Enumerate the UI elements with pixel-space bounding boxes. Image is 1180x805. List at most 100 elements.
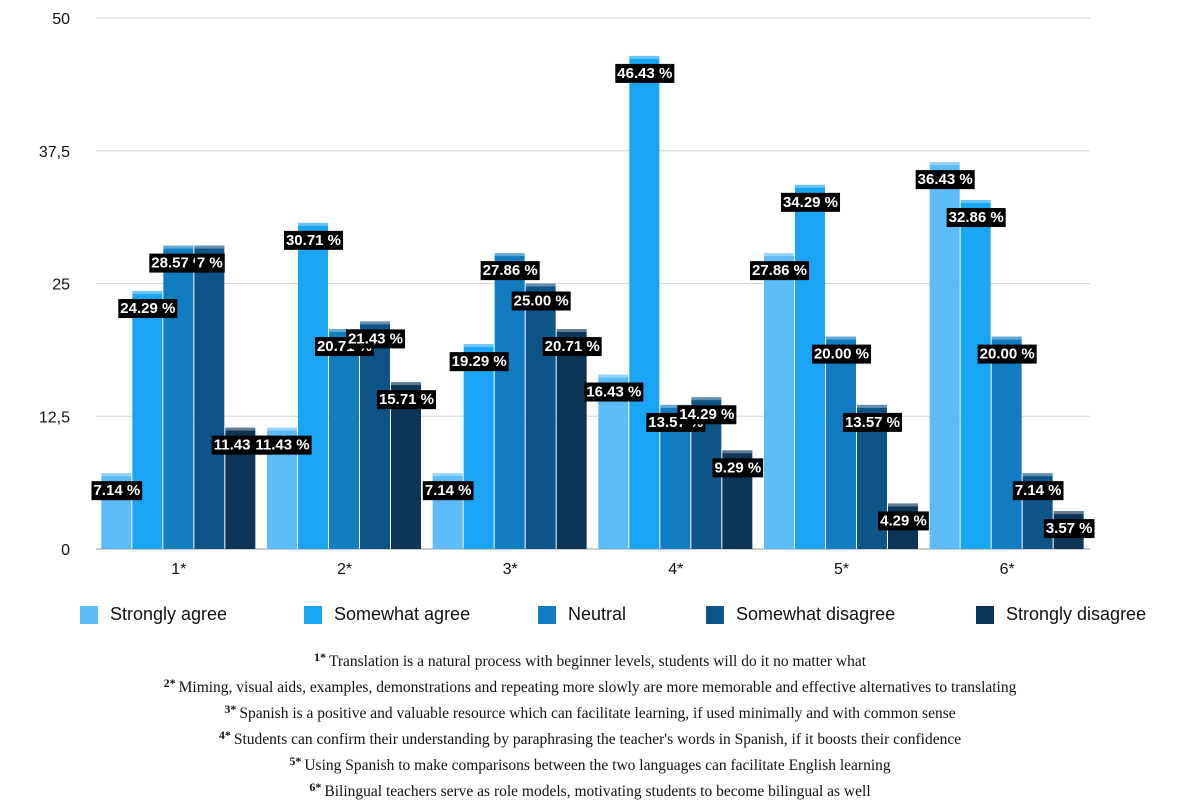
legend-swatch xyxy=(976,605,994,624)
legend-swatch xyxy=(304,605,322,624)
bar xyxy=(991,336,1022,549)
footnote-1: 1* Translation is a natural process with … xyxy=(0,644,1180,670)
data-label: 15.71 % xyxy=(376,390,437,410)
data-label: 11.43 % xyxy=(253,435,312,455)
data-label: 32.86 % xyxy=(946,208,1006,228)
legend-item-somewhat-agree[interactable]: Somewhat agree xyxy=(304,604,470,625)
legend-item-neutral[interactable]: Neutral xyxy=(538,604,626,625)
footnote-mark: 2* xyxy=(163,676,176,690)
svg-text:20.71 %: 20.71 % xyxy=(545,338,600,355)
footnote-mark: 6* xyxy=(309,780,322,794)
footnote-6: 6* Bilingual teachers serve as role model… xyxy=(0,774,1180,800)
svg-text:9.29 %: 9.29 % xyxy=(714,459,761,476)
legend-swatch xyxy=(80,605,98,624)
data-label: 16.43 % xyxy=(584,382,644,402)
bar-highlight xyxy=(1022,473,1053,477)
svg-text:24.29 %: 24.29 % xyxy=(120,300,175,317)
svg-text:21.43 %: 21.43 % xyxy=(348,330,403,347)
data-label: 7 % xyxy=(194,253,225,273)
bar-highlight xyxy=(463,344,494,348)
data-label: 34.29 % xyxy=(780,192,841,212)
svg-text:3.57 %: 3.57 % xyxy=(1046,520,1093,537)
data-label: 13.57 % xyxy=(842,412,903,432)
bar-highlight xyxy=(960,200,991,204)
svg-text:28.57 %: 28.57 % xyxy=(151,255,206,272)
bar xyxy=(194,245,225,549)
bar-highlight xyxy=(329,329,359,333)
x-tick-label: 3* xyxy=(503,561,518,578)
bar xyxy=(598,374,629,549)
data-label: 3.57 % xyxy=(1043,519,1095,539)
bar-highlight xyxy=(929,162,960,166)
footnote-text: Bilingual teachers serve as role models,… xyxy=(324,783,871,800)
bar-highlight xyxy=(991,336,1022,340)
svg-text:7.14 %: 7.14 % xyxy=(93,482,140,499)
bar-highlight xyxy=(629,55,660,59)
svg-text:7.14 %: 7.14 % xyxy=(425,482,472,499)
legend: Strongly agree Somewhat agree Neutral So… xyxy=(0,604,1180,632)
bar xyxy=(629,55,660,550)
bar-highlight xyxy=(163,245,194,249)
data-label: 27.86 % xyxy=(480,261,540,281)
svg-text:7 %: 7 % xyxy=(197,255,223,272)
bar-highlight xyxy=(132,291,163,295)
data-label: 24.29 % xyxy=(118,299,178,319)
footnote-4: 4* Students can confirm their understandi… xyxy=(0,722,1180,748)
x-tick-label: 2* xyxy=(337,561,352,578)
bar xyxy=(826,336,856,549)
footnote-mark: 4* xyxy=(218,728,231,742)
legend-label: Strongly agree xyxy=(110,604,228,624)
y-tick-label: 12,5 xyxy=(39,409,70,426)
bar-highlight xyxy=(1053,511,1084,515)
data-label: 19.29 % xyxy=(449,352,509,372)
svg-text:11.43 %: 11.43 % xyxy=(255,437,309,454)
legend-swatch xyxy=(706,605,724,624)
svg-text:46.43 %: 46.43 % xyxy=(617,65,672,82)
bar xyxy=(764,253,794,549)
bar-highlight xyxy=(298,222,328,226)
footnote-text: Spanish is a positive and valuable resou… xyxy=(239,705,956,722)
bar xyxy=(329,329,359,549)
legend-swatch xyxy=(538,605,556,624)
svg-text:14.29 %: 14.29 % xyxy=(679,406,734,423)
bar-highlight xyxy=(857,404,887,408)
legend-label: Neutral xyxy=(568,604,627,624)
data-label: 20.71 % xyxy=(542,337,602,357)
svg-text:32.86 %: 32.86 % xyxy=(949,209,1004,226)
bar-highlight xyxy=(556,329,587,333)
data-label: 7.14 % xyxy=(422,481,474,501)
svg-text:27.86 %: 27.86 % xyxy=(752,262,807,279)
svg-text:19.29 %: 19.29 % xyxy=(452,353,507,370)
bar-highlight xyxy=(494,253,525,257)
data-label: 27.86 % xyxy=(749,261,810,281)
data-label: 36.43 % xyxy=(915,170,975,190)
svg-text:7.14 %: 7.14 % xyxy=(1015,482,1062,499)
bar xyxy=(960,200,991,549)
data-label: 28.57 % xyxy=(149,253,209,273)
footnote-5: 5* Using Spanish to make comparisons betw… xyxy=(0,748,1180,774)
footnote-mark: 3* xyxy=(224,702,237,716)
bar-highlight xyxy=(722,450,753,454)
bar xyxy=(525,283,556,549)
y-tick-label: 50 xyxy=(52,11,70,28)
legend-item-strongly-agree[interactable]: Strongly agree xyxy=(80,604,227,625)
legend-item-somewhat-disagree[interactable]: Somewhat disagree xyxy=(706,604,895,625)
footnote-mark: 5* xyxy=(289,754,302,768)
bar xyxy=(360,321,390,549)
svg-text:16.43 %: 16.43 % xyxy=(586,384,641,401)
footnote-text: Students can confirm their understanding… xyxy=(233,731,962,748)
bar-highlight xyxy=(888,503,918,507)
bar-highlight xyxy=(764,253,794,257)
bar-highlight xyxy=(826,336,856,340)
legend-item-strongly-disagree[interactable]: Strongly disagree xyxy=(976,604,1146,625)
svg-text:4.29 %: 4.29 % xyxy=(880,512,927,529)
bar-highlight xyxy=(432,473,463,477)
footnotes: 1* Translation is a natural process with … xyxy=(0,644,1180,800)
svg-text:27.86 %: 27.86 % xyxy=(483,262,538,279)
svg-text:13.57 %: 13.57 % xyxy=(845,414,900,431)
x-tick-label: 5* xyxy=(834,561,849,578)
bar-highlight xyxy=(391,382,421,386)
y-tick-label: 0 xyxy=(61,542,70,559)
legend-label: Strongly disagree xyxy=(1006,604,1147,624)
svg-text:34.29 %: 34.29 % xyxy=(783,194,838,211)
